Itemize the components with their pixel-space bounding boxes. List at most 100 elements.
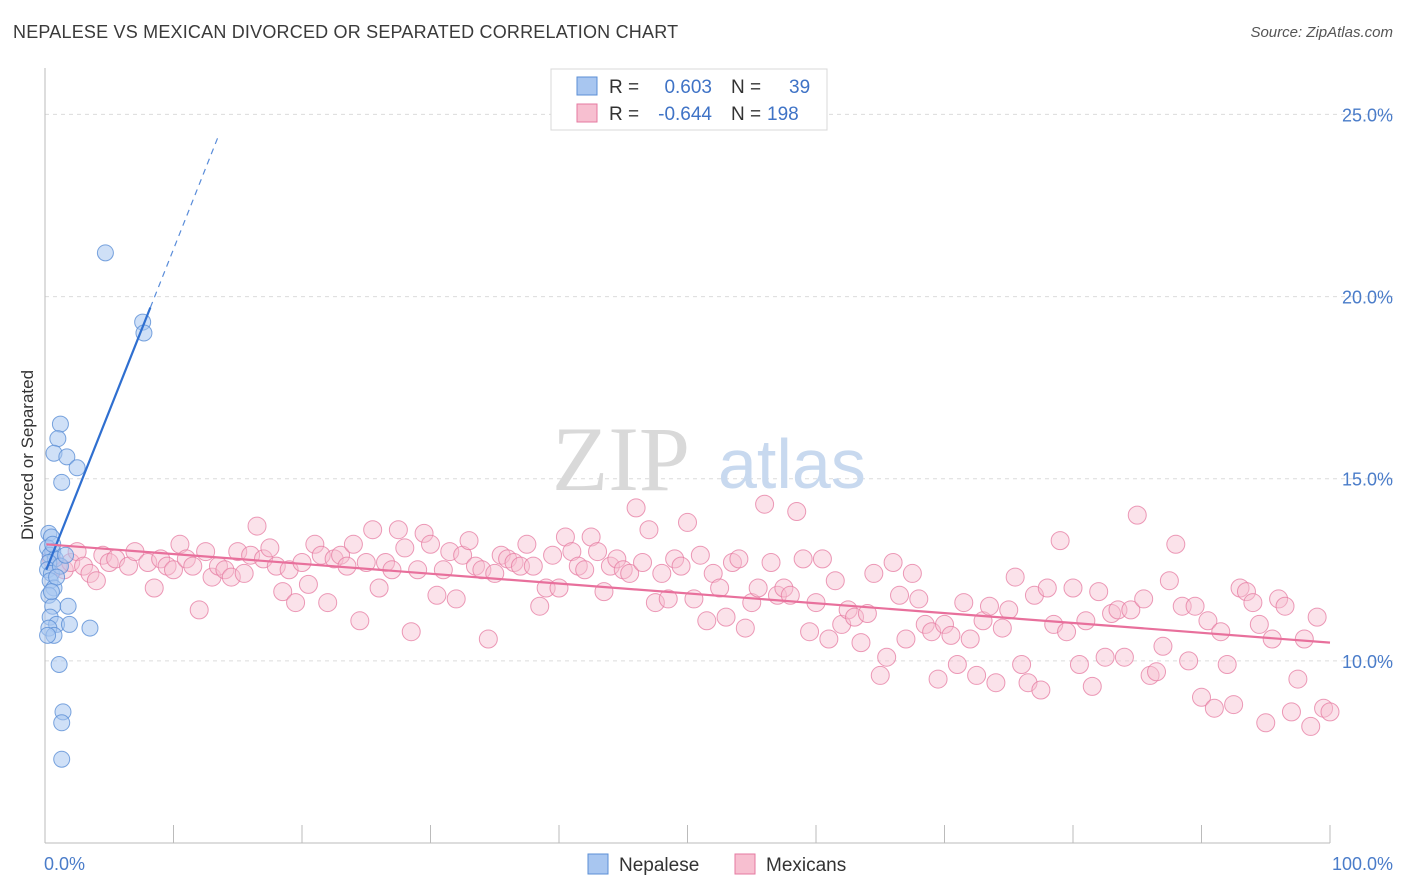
mexicans-point [588,542,608,562]
mexicans-point [607,549,627,569]
nepalese-point [53,714,71,732]
mexicans-point [414,523,434,543]
mexicans-point [1140,665,1160,685]
mexicans-point [600,556,620,576]
mexicans-point [710,578,730,598]
mexicans-point [221,567,241,587]
mexicans-point [1082,676,1102,696]
mexicans-point [902,563,922,583]
mexicans-point [645,593,665,613]
mexicans-point [1050,531,1070,551]
mexicans-point [722,553,742,572]
mexicans-point [350,611,370,631]
mexicans-point [915,614,935,634]
mexicans-point [665,549,685,569]
mexicans-point [857,604,877,623]
mexicans-point [575,560,595,580]
mexicans-point [812,549,832,569]
mexicans-point [748,578,768,598]
mexicans-point [999,600,1019,620]
legend-n-value: 198 [767,104,799,125]
legend-n-label: N = [731,104,761,125]
mexicans-point [1166,534,1186,554]
mexicans-point [1127,505,1147,525]
mexicans-point [273,582,293,602]
mexicans-point [941,625,961,645]
mexicans-point [305,534,325,554]
mexicans-point [228,542,248,562]
x-tick-label: 100.0% [1332,854,1393,874]
mexicans-point [465,556,485,576]
mexicans-point [716,607,736,627]
mexicans-point [780,585,800,605]
mexicans-point [986,673,1006,693]
nepalese-point [51,415,69,433]
mexicans-point [1243,593,1263,613]
mexicans-point [1012,655,1032,674]
nepalese-point [39,626,57,644]
mexicans-point [472,560,492,580]
mexicans-point [1211,622,1231,642]
mexicans-point [671,556,691,576]
nepalese-point [53,750,71,768]
mexicans-point [1236,582,1256,602]
mexicans-point [260,538,280,558]
mexicans-point [1314,698,1334,718]
mexicans-point [1134,589,1154,609]
mexicans-point [620,563,640,583]
y-tick-label: 15.0% [1342,470,1393,490]
mexicans-points [41,494,1340,736]
mexicans-point [1069,655,1089,674]
mexicans-point [427,585,447,605]
mexicans-point [658,589,678,609]
mexicans-point [568,556,588,576]
mexicans-point [164,560,183,580]
mexicans-point [633,553,653,572]
mexicans-point [896,629,916,649]
nepalese-point [48,568,66,586]
mexicans-point [1147,662,1167,682]
mexicans-point [298,574,318,594]
mexicans-point [1301,716,1321,736]
nepalese-trendline-extension [149,135,220,308]
mexicans-point [1204,698,1224,718]
y-tick-label: 20.0% [1342,288,1393,308]
mexicans-point [890,585,910,605]
legend-swatch-mexicans [734,853,756,875]
mexicans-point [530,596,550,616]
mexicans-point [787,502,807,521]
x-tick-labels: 0.0% 100.0% [44,854,1393,874]
y-tick-label: 25.0% [1342,105,1393,125]
mexicans-point [1063,578,1083,598]
legend-swatch-nepalese [587,853,609,875]
mexicans-point [678,512,697,532]
mexicans-point [144,578,164,598]
mexicans-point [247,516,267,536]
mexicans-point [138,553,158,572]
mexicans-point [774,578,794,598]
mexicans-point [864,563,884,583]
trendlines [45,135,1331,644]
mexicans-point [93,545,113,565]
mexicans-point [86,571,106,591]
mexicans-point [408,560,428,580]
mexicans-point [343,534,363,554]
mexicans-point [234,563,254,583]
mexicans-point [543,545,563,565]
mexicans-point [613,560,633,580]
mexicans-point [1102,604,1122,623]
mexicans-point [1198,611,1218,631]
mexicans-point [652,563,672,583]
mexicans-point [376,553,396,572]
nepalese-point [60,615,78,633]
mexicans-point [909,589,929,609]
mexicans-point [80,563,100,583]
mexicans-point [928,669,948,689]
nepalese-point [42,583,60,601]
mexicans-point [459,531,479,551]
y-tick-labels: 10.0% 15.0% 20.0% 25.0% [1342,105,1393,671]
mexicans-point [690,545,710,565]
mexicans-point [697,611,717,631]
legend-r-label: R = [609,104,639,125]
